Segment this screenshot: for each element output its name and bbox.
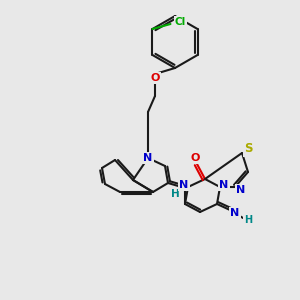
Text: N: N bbox=[236, 185, 246, 195]
Text: N: N bbox=[219, 180, 229, 190]
Text: Cl: Cl bbox=[175, 17, 186, 27]
Text: N: N bbox=[143, 153, 153, 163]
Text: N: N bbox=[230, 208, 240, 218]
Text: H: H bbox=[244, 215, 252, 225]
Text: N: N bbox=[179, 180, 189, 190]
Text: S: S bbox=[244, 142, 252, 155]
Text: O: O bbox=[150, 73, 160, 83]
Text: H: H bbox=[171, 189, 179, 199]
Text: O: O bbox=[190, 153, 200, 163]
